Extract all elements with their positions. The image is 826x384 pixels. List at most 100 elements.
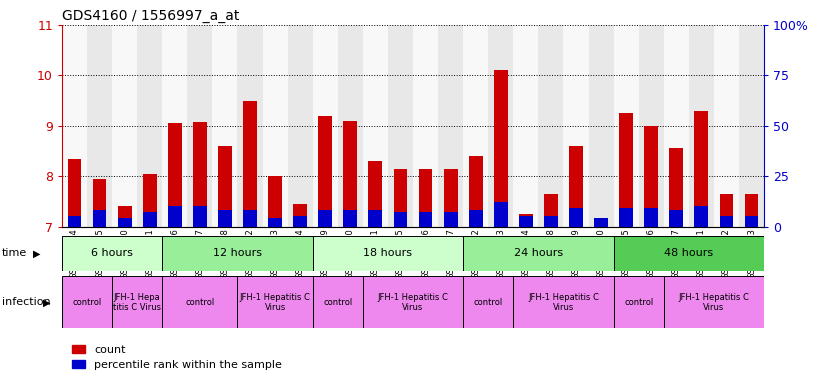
Bar (664, 25, 689, 227)
Bar (137, 25, 162, 227)
Bar (118, 207, 131, 227)
Bar (368, 210, 382, 227)
Bar (238, 276, 313, 328)
Bar (488, 25, 513, 227)
Bar (614, 236, 764, 271)
Bar (719, 194, 733, 227)
Bar (313, 236, 463, 271)
Text: ▶: ▶ (33, 248, 40, 258)
Bar (569, 146, 583, 227)
Bar (118, 218, 131, 227)
Bar (193, 207, 206, 227)
Bar (719, 217, 733, 227)
Text: control: control (185, 298, 215, 307)
Bar (243, 101, 257, 227)
Bar (293, 217, 307, 227)
Text: 18 hours: 18 hours (363, 248, 412, 258)
Bar (388, 25, 413, 227)
Bar (494, 70, 508, 227)
Bar (664, 276, 764, 328)
Bar (638, 25, 664, 227)
Bar (644, 209, 658, 227)
Text: 48 hours: 48 hours (664, 248, 714, 258)
Text: ▶: ▶ (43, 297, 50, 308)
Bar (695, 207, 708, 227)
Bar (544, 217, 558, 227)
Text: JFH-1 Hepatitis C
Virus: JFH-1 Hepatitis C Virus (528, 293, 599, 312)
Bar (563, 25, 588, 227)
Bar (620, 113, 633, 227)
Bar (744, 194, 758, 227)
Bar (218, 146, 232, 227)
Bar (695, 111, 708, 227)
Bar (268, 176, 282, 227)
Bar (344, 210, 357, 227)
Bar (469, 210, 482, 227)
Bar (162, 236, 313, 271)
Text: control: control (624, 298, 653, 307)
Text: JFH-1 Hepa
titis C Virus: JFH-1 Hepa titis C Virus (113, 293, 161, 312)
Bar (62, 25, 87, 227)
Text: control: control (323, 298, 353, 307)
Bar (594, 218, 608, 227)
Bar (193, 122, 206, 227)
Bar (569, 209, 583, 227)
Text: 6 hours: 6 hours (91, 248, 133, 258)
Bar (614, 25, 638, 227)
Bar (644, 126, 658, 227)
Bar (444, 169, 458, 227)
Text: control: control (73, 298, 102, 307)
Bar (620, 209, 633, 227)
Bar (494, 202, 508, 227)
Bar (689, 25, 714, 227)
Bar (212, 25, 238, 227)
Bar (419, 169, 433, 227)
Bar (318, 116, 332, 227)
Bar (419, 212, 433, 227)
Bar (218, 210, 232, 227)
Bar (293, 204, 307, 227)
Bar (268, 218, 282, 227)
Bar (413, 25, 438, 227)
Bar (539, 25, 563, 227)
Bar (112, 25, 137, 227)
Bar (444, 212, 458, 227)
Bar (338, 25, 363, 227)
Bar (287, 25, 313, 227)
Text: 24 hours: 24 hours (514, 248, 563, 258)
Bar (368, 161, 382, 227)
Bar (143, 174, 157, 227)
Bar (168, 123, 182, 227)
Bar (68, 159, 82, 227)
Bar (62, 236, 162, 271)
Bar (594, 222, 608, 227)
Bar (744, 217, 758, 227)
Text: time: time (2, 248, 27, 258)
Bar (469, 156, 482, 227)
Text: JFH-1 Hepatitis C
Virus: JFH-1 Hepatitis C Virus (377, 293, 449, 312)
Bar (238, 25, 263, 227)
Bar (519, 217, 533, 227)
Bar (344, 121, 357, 227)
Bar (463, 236, 614, 271)
Bar (363, 25, 388, 227)
Bar (363, 276, 463, 328)
Bar (313, 276, 363, 328)
Bar (669, 210, 683, 227)
Bar (162, 276, 238, 328)
Text: infection: infection (2, 297, 50, 308)
Bar (614, 276, 664, 328)
Legend: count, percentile rank within the sample: count, percentile rank within the sample (68, 340, 287, 375)
Bar (513, 276, 614, 328)
Bar (62, 276, 112, 328)
Bar (188, 25, 212, 227)
Bar (438, 25, 463, 227)
Bar (669, 149, 683, 227)
Bar (93, 210, 107, 227)
Text: JFH-1 Hepatitis C
Virus: JFH-1 Hepatitis C Virus (240, 293, 311, 312)
Bar (313, 25, 338, 227)
Bar (588, 25, 614, 227)
Text: 12 hours: 12 hours (213, 248, 262, 258)
Bar (519, 214, 533, 227)
Bar (93, 179, 107, 227)
